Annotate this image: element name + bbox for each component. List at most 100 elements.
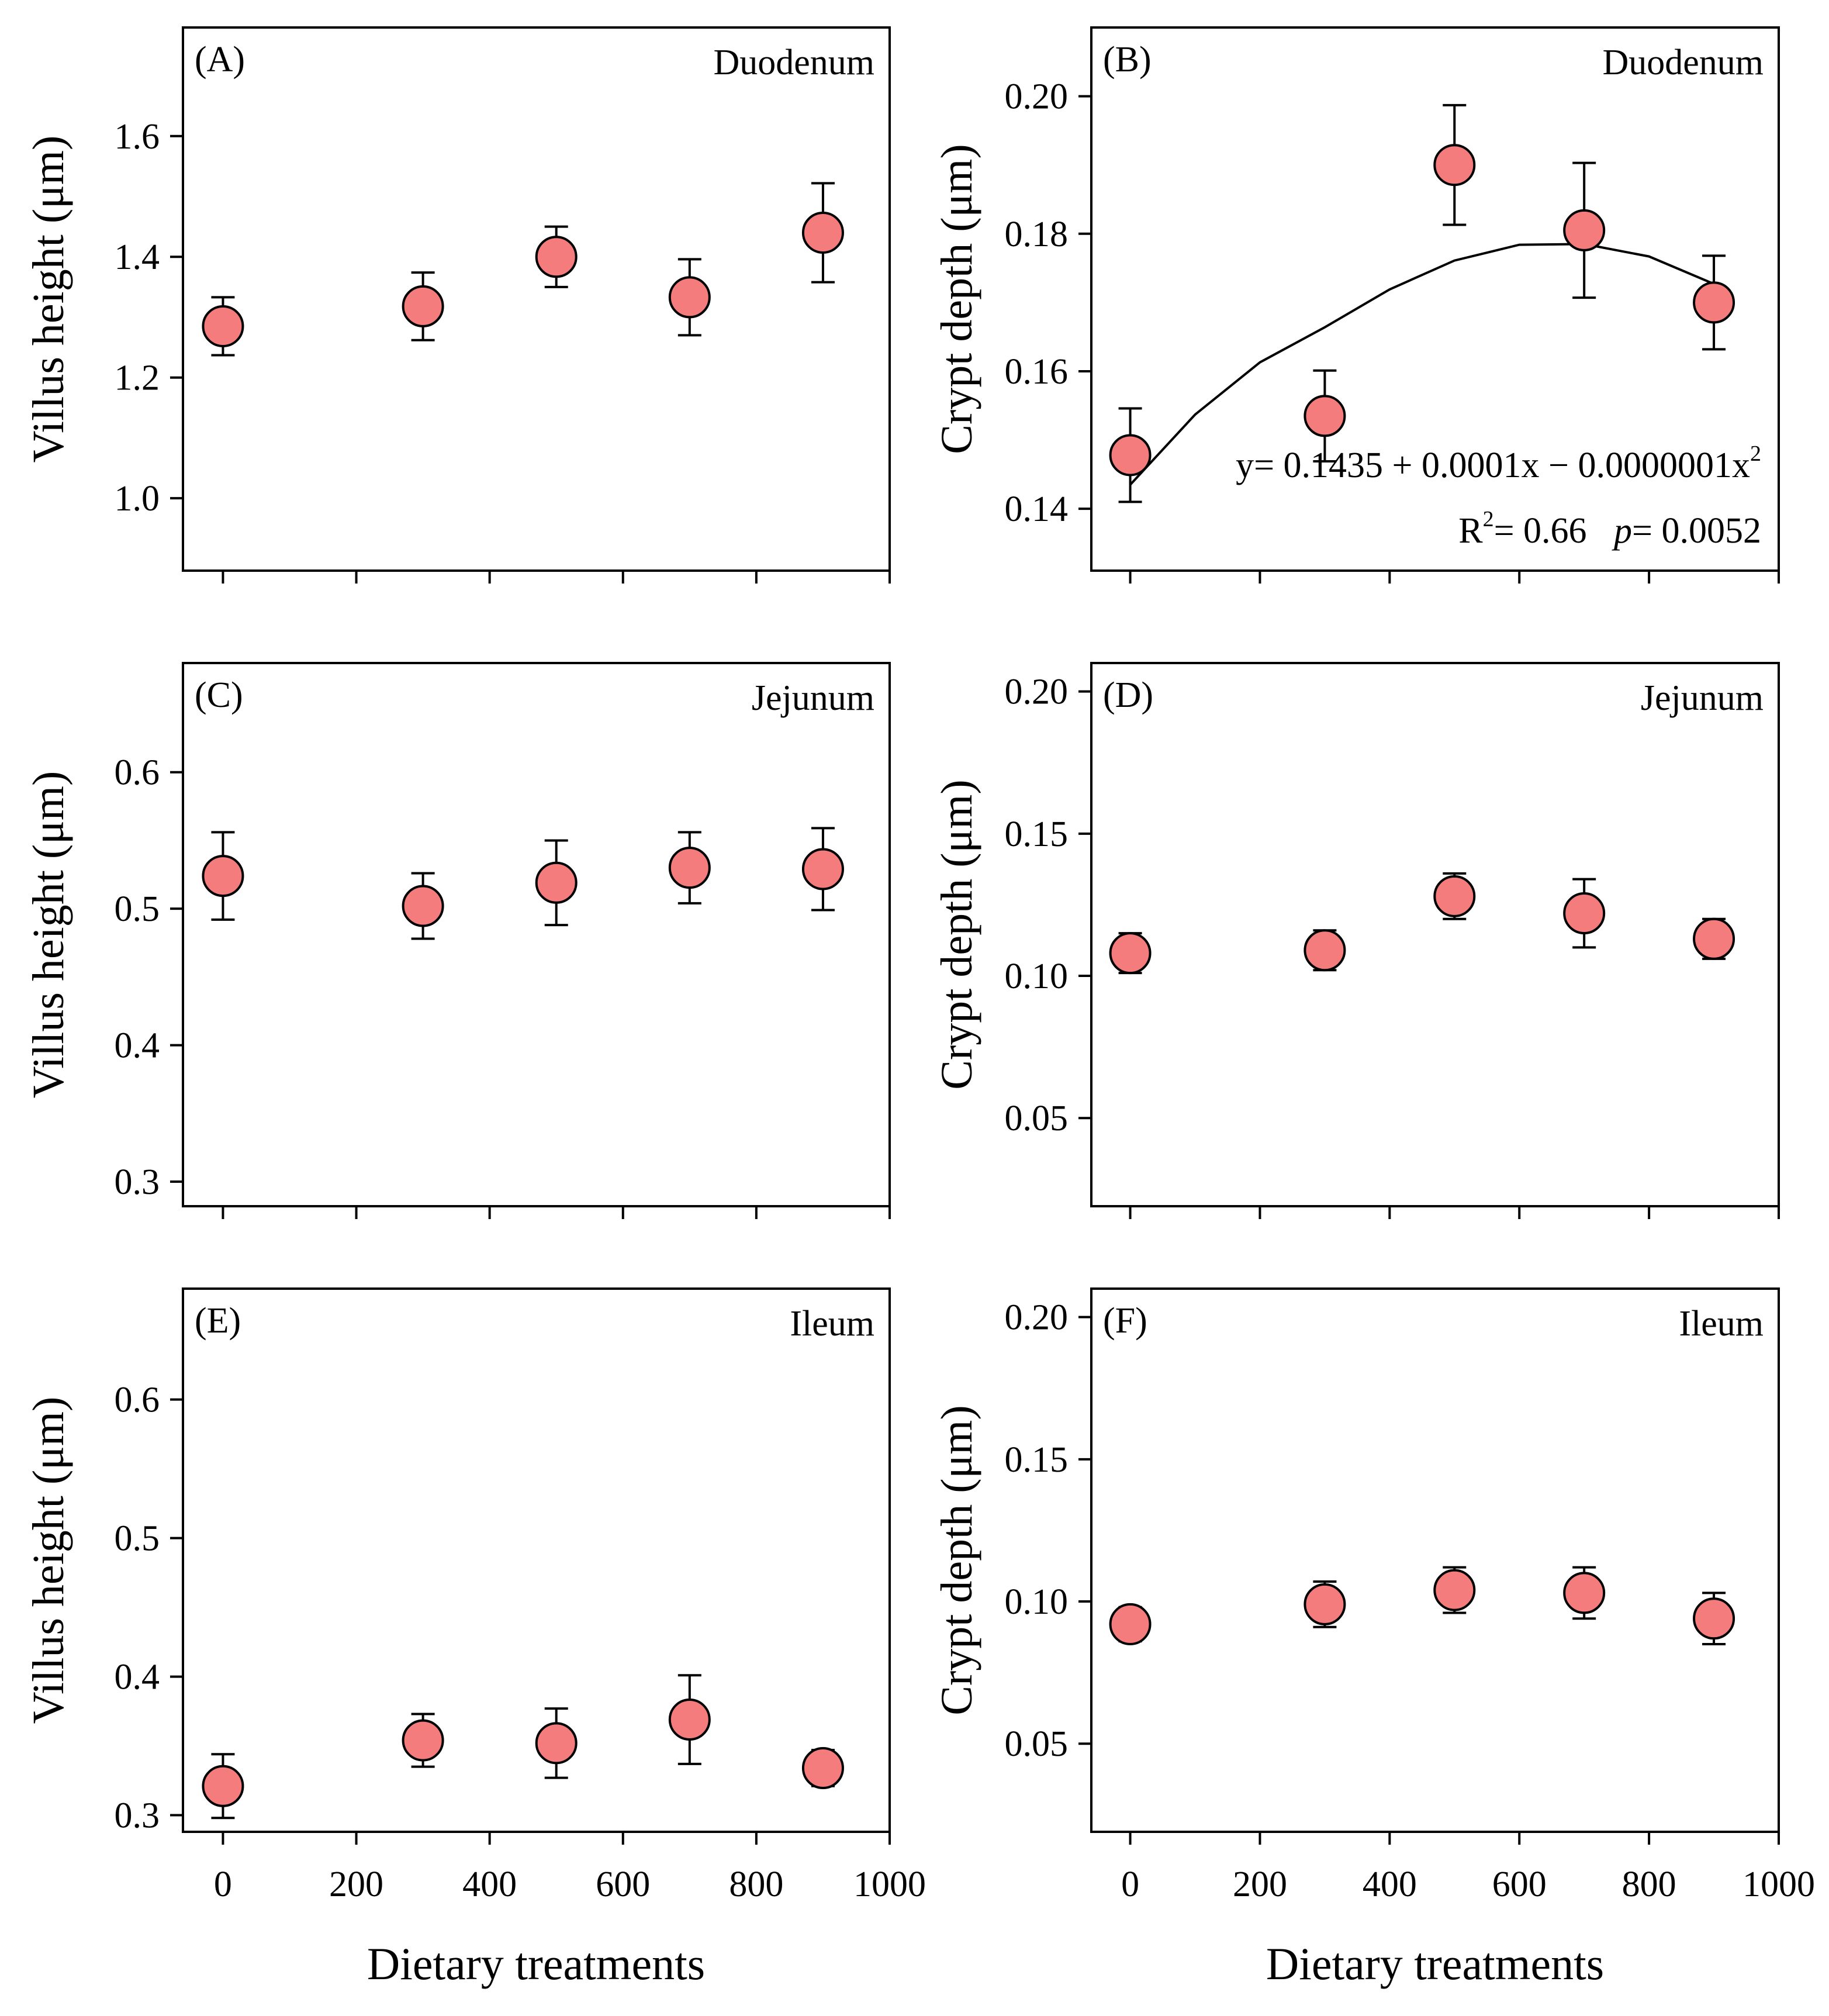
- fit-equation: y= 0.1435 + 0.0001x − 0.0000001x2: [1236, 441, 1761, 485]
- data-point: [801, 1746, 844, 1789]
- x-tick-label: 600: [1492, 1865, 1547, 1904]
- data-point: [402, 885, 444, 927]
- plot-frame: [182, 662, 891, 1207]
- panel-label: (F): [1103, 1301, 1147, 1341]
- y-tick-label: 0.10: [1005, 1582, 1069, 1622]
- y-tick-label: 0.4: [115, 1026, 160, 1066]
- data-point: [668, 847, 711, 889]
- y-tick-label: 0.16: [1005, 352, 1069, 392]
- data-point: [535, 1722, 578, 1765]
- panel-a: 1.0 1.2 1.4 1.6 Villus height (μm) (A) Duodenu…: [24, 26, 891, 584]
- x-tick-label: 0: [1121, 1865, 1139, 1904]
- fit-curve: [1129, 243, 1714, 486]
- y-tick-label: 0.15: [1005, 814, 1069, 854]
- data-point: [202, 855, 244, 897]
- data-point: [1563, 209, 1606, 251]
- y-axis-title: Crypt depth (μm): [932, 779, 981, 1089]
- y-tick-label: 0.20: [1005, 77, 1069, 117]
- y-axis-title: Crypt depth (μm): [932, 1405, 981, 1715]
- region-label: Ileum: [790, 1304, 874, 1344]
- data-point: [1693, 281, 1735, 324]
- y-tick-label: 1.6: [115, 117, 160, 157]
- plot-frame: [1090, 1287, 1780, 1833]
- x-tick-label: 800: [1622, 1865, 1676, 1904]
- y-tick-label: 0.14: [1005, 489, 1069, 529]
- y-tick-label: 0.05: [1005, 1724, 1069, 1764]
- region-label: Ileum: [1679, 1304, 1764, 1344]
- y-tick-label: 0.20: [1005, 1298, 1069, 1338]
- y-tick-label: 1.2: [115, 358, 160, 398]
- x-tick-label: 200: [1233, 1865, 1287, 1904]
- data-point: [801, 211, 844, 254]
- plot-frame: [1090, 662, 1780, 1207]
- panel-d: 0.05 0.10 0.15 0.20 Crypt depth (μm) (D) Jejun…: [932, 662, 1780, 1219]
- x-tick-label: 400: [462, 1865, 517, 1904]
- data-point: [402, 1719, 444, 1762]
- plot-frame: [182, 26, 891, 572]
- data-point: [1433, 144, 1476, 187]
- y-tick-label: 0.18: [1005, 215, 1069, 254]
- y-tick-label: 0.5: [115, 889, 160, 929]
- y-tick-label: 0.05: [1005, 1099, 1069, 1138]
- region-label: Jejunum: [752, 678, 874, 718]
- data-point: [1563, 892, 1606, 935]
- data-point: [1109, 434, 1152, 477]
- y-axis-title: Crypt depth (μm): [932, 144, 981, 454]
- fit-statistics: R2= 0.66 p= 0.0052: [1458, 507, 1761, 551]
- x-tick-label: 800: [729, 1865, 783, 1904]
- x-axis-title-left: Dietary treatments: [367, 1938, 705, 1989]
- panel-label: (D): [1103, 675, 1153, 715]
- data-point: [1109, 1603, 1152, 1645]
- y-tick-label: 0.10: [1005, 957, 1069, 996]
- x-tick-label: 200: [329, 1865, 383, 1904]
- y-tick-label: 0.15: [1005, 1440, 1069, 1480]
- panel-b: 0.14 0.16 0.18 0.20 Crypt depth (μm) (B) Duode…: [932, 26, 1780, 584]
- y-tick-label: 1.4: [115, 237, 160, 277]
- plot-frame: [1090, 26, 1780, 572]
- data-point: [801, 848, 844, 890]
- panel-label: (A): [195, 40, 245, 80]
- x-tick-label: 400: [1363, 1865, 1417, 1904]
- panel-e: 0.3 0.4 0.5 0.6 0 200 400 600 800 1000 Villus heig…: [24, 1287, 926, 1904]
- y-tick-label: 1.0: [115, 479, 160, 519]
- y-tick-label: 0.3: [115, 1162, 160, 1202]
- x-tick-label: 600: [596, 1865, 650, 1904]
- region-label: Duodenum: [713, 43, 874, 82]
- data-point: [1304, 929, 1346, 972]
- region-label: Duodenum: [1602, 43, 1764, 82]
- data-point: [1304, 395, 1346, 437]
- region-label: Jejunum: [1641, 678, 1764, 718]
- data-point: [1109, 932, 1152, 975]
- data-point: [535, 236, 578, 278]
- data-point: [535, 861, 578, 904]
- data-point: [202, 305, 244, 347]
- y-tick-label: 0.6: [115, 1380, 160, 1420]
- panel-f: 0.05 0.10 0.15 0.20 0 200 400 600 800 1000 Crypt d…: [932, 1287, 1815, 1904]
- y-tick-label: 0.3: [115, 1796, 160, 1836]
- x-axis-title-right: Dietary treatments: [1266, 1938, 1604, 1989]
- data-point: [668, 1699, 711, 1741]
- y-axis-title: Villus height (μm): [24, 1397, 73, 1724]
- y-axis-title: Villus height (μm): [24, 771, 73, 1099]
- data-point: [1433, 1569, 1476, 1611]
- x-tick-label: 1000: [853, 1865, 926, 1904]
- y-tick-label: 0.4: [115, 1658, 160, 1697]
- data-point: [202, 1765, 244, 1807]
- y-tick-label: 0.20: [1005, 672, 1069, 712]
- x-tick-label: 1000: [1742, 1865, 1815, 1904]
- data-point: [1433, 875, 1476, 917]
- y-axis-title: Villus height (μm): [24, 136, 73, 463]
- x-tick-label: 0: [214, 1865, 232, 1904]
- data-point: [1563, 1572, 1606, 1614]
- data-point: [1693, 1597, 1735, 1640]
- plot-frame: [182, 1287, 891, 1833]
- y-tick-label: 0.6: [115, 753, 160, 793]
- panel-label: (C): [195, 675, 243, 715]
- data-point: [668, 276, 711, 319]
- data-point: [1693, 917, 1735, 960]
- y-tick-label: 0.5: [115, 1519, 160, 1559]
- data-point: [402, 285, 444, 327]
- panel-label: (B): [1103, 40, 1152, 80]
- panel-label: (E): [195, 1301, 241, 1341]
